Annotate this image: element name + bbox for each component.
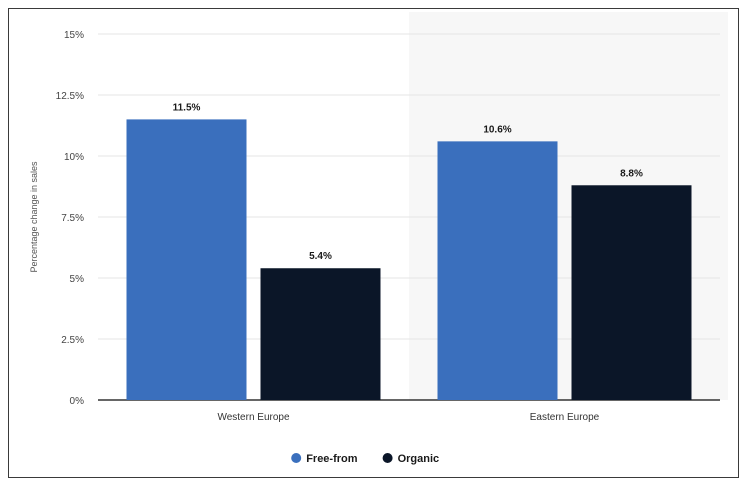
bar-organic[interactable] xyxy=(260,268,381,400)
bar-free-from[interactable] xyxy=(126,119,247,401)
y-tick-label: 15% xyxy=(64,30,84,41)
data-label: 5.4% xyxy=(309,251,332,262)
y-tick-label: 7.5% xyxy=(61,213,84,224)
x-category-label: Western Europe xyxy=(217,412,290,423)
y-tick-label: 10% xyxy=(64,152,84,163)
y-tick-label: 5% xyxy=(70,274,85,285)
bar-organic[interactable] xyxy=(571,185,692,400)
data-label: 8.8% xyxy=(620,168,643,179)
legend-marker-free-from xyxy=(291,453,302,463)
legend-label[interactable]: Organic xyxy=(398,453,440,465)
data-label: 10.6% xyxy=(483,124,511,135)
x-category-label: Eastern Europe xyxy=(530,412,600,423)
y-axis-label: Percentage change in sales xyxy=(29,161,39,273)
data-label: 11.5% xyxy=(173,102,201,113)
y-tick-label: 12.5% xyxy=(56,91,84,102)
legend-marker-organic xyxy=(382,453,393,463)
y-tick-label: 2.5% xyxy=(61,335,84,346)
legend-label[interactable]: Free-from xyxy=(306,453,358,465)
y-tick-label: 0% xyxy=(70,396,85,407)
bar-free-from[interactable] xyxy=(437,141,558,401)
